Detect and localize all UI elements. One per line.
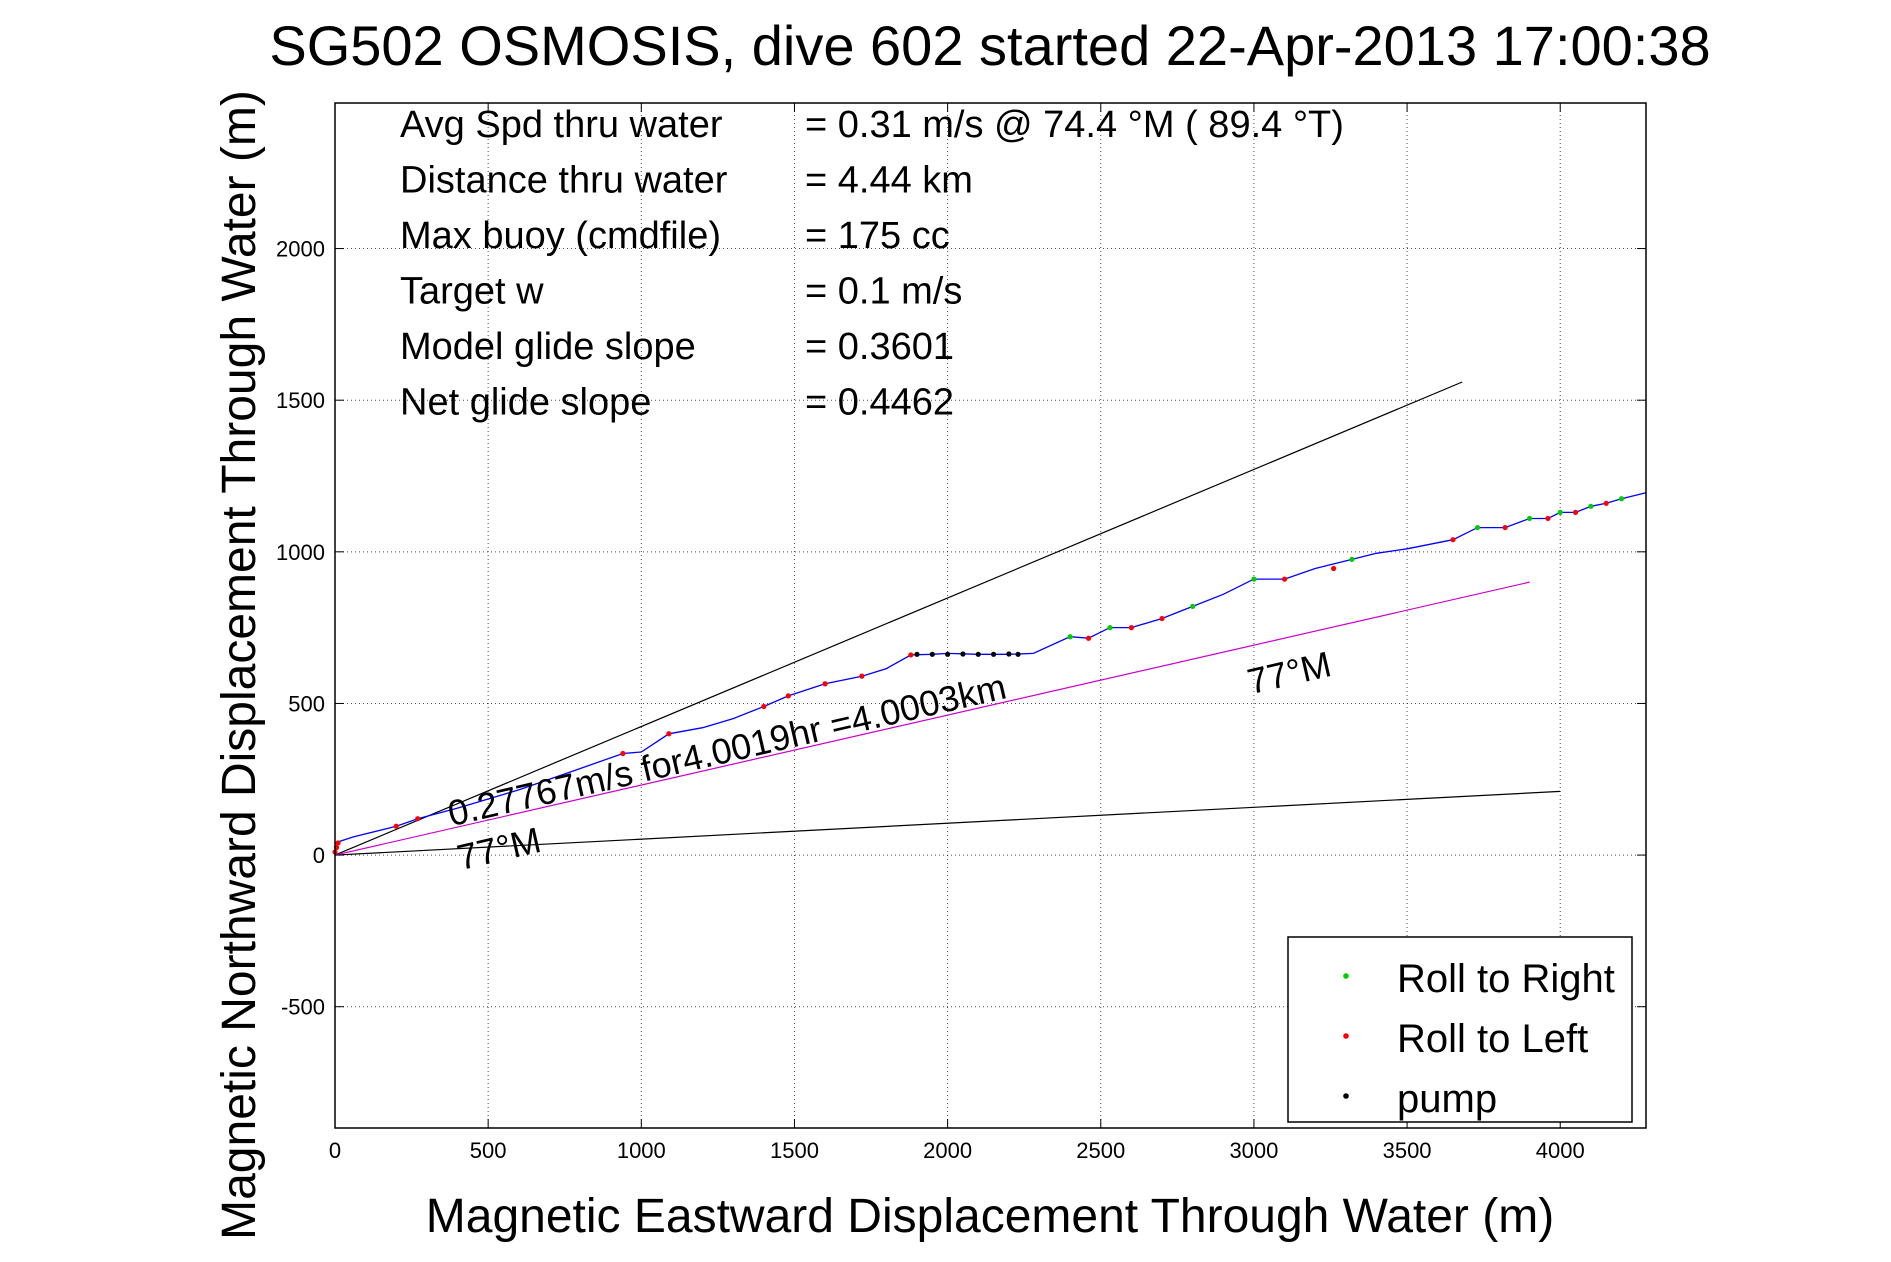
roll-to-right-point (1349, 556, 1355, 562)
legend-label: Roll to Right (1397, 957, 1615, 1001)
x-tick-label: 2500 (1076, 1138, 1125, 1163)
x-tick-label: 4000 (1536, 1138, 1585, 1163)
legend: Roll to Right Roll to Left pump (1287, 936, 1633, 1123)
chart-title: SG502 OSMOSIS, dive 602 started 22-Apr-2… (269, 14, 1710, 77)
roll-to-left-point (335, 840, 341, 846)
roll-to-left-point (1330, 565, 1337, 572)
legend-marker (1343, 973, 1349, 979)
y-tick-label: 1500 (276, 388, 325, 413)
roll-to-right-point (1618, 496, 1625, 502)
stat-label: Net glide slope (400, 382, 651, 424)
stat-value: = 0.1 m/s (805, 271, 962, 313)
roll-to-left-point (415, 816, 421, 822)
legend-label: pump (1397, 1077, 1497, 1121)
legend-box (1287, 936, 1633, 1123)
roll-to-left-point (761, 703, 767, 710)
roll-to-left-point (1128, 625, 1135, 631)
stat-value: = 175 cc (805, 215, 950, 257)
x-tick-label: 500 (470, 1138, 507, 1163)
y-tick-label: 2000 (276, 237, 325, 262)
roll-to-left-point (1572, 509, 1579, 515)
pump-point (929, 651, 935, 657)
roll-to-right-point (1527, 515, 1533, 522)
roll-to-left-point (1159, 615, 1165, 622)
roll-to-left-point (908, 652, 914, 658)
roll-to-left-point (1281, 576, 1288, 582)
pump-point (975, 651, 981, 657)
roll-to-right-point (1251, 576, 1257, 582)
series-layer (332, 496, 1625, 855)
guide-line (334, 790, 1561, 856)
pump-point (960, 651, 966, 657)
x-tick-label: 3000 (1229, 1138, 1278, 1163)
pump-point (1006, 651, 1012, 657)
pump-point (914, 651, 920, 657)
roll-to-left-point (620, 750, 626, 757)
stat-label: Target w (400, 271, 544, 313)
plot-frame (334, 102, 1647, 1129)
y-tick-label: -500 (281, 995, 325, 1020)
roll-to-left-point (822, 681, 828, 687)
roll-to-left-point (1085, 635, 1092, 641)
roll-to-right-point (1107, 625, 1113, 631)
stat-label: Avg Spd thru water (400, 104, 723, 146)
legend-marker (1343, 1033, 1349, 1039)
stat-label: Model glide slope (400, 326, 696, 368)
roll-to-right-point (1474, 524, 1481, 531)
x-tick-label: 1500 (770, 1138, 819, 1163)
roll-to-right-point (1067, 634, 1073, 640)
x-tick-label: 0 (329, 1138, 341, 1163)
pump-point (945, 651, 951, 657)
roll-to-right-point (1588, 503, 1594, 509)
pump-point (1015, 651, 1021, 657)
x-tick-label: 1000 (617, 1138, 666, 1163)
y-axis-label: Magnetic Northward Displacement Through … (213, 90, 266, 1240)
roll-to-left-point (859, 673, 865, 679)
stat-value: = 0.31 m/s @ 74.4 °M ( 89.4 °T) (805, 104, 1344, 146)
y-tick-label: 0 (313, 843, 325, 868)
roll-to-left-point (666, 731, 672, 737)
y-tick-label: 1000 (276, 540, 325, 565)
stat-value: = 0.3601 (805, 326, 954, 368)
roll-to-left-point (1545, 515, 1551, 522)
stat-label: Distance thru water (400, 160, 728, 202)
legend-marker (1343, 1093, 1349, 1099)
ticks: 0 500 1000 1500 2000 2500 3000 3500 4000 -500 0 500… (276, 103, 1646, 1163)
stat-value: = 0.4462 (805, 382, 954, 424)
guide-line (334, 581, 1530, 856)
pump-point (990, 651, 997, 657)
x-axis-label: Magnetic Eastward Displacement Through W… (426, 1190, 1554, 1243)
guide-lines (334, 381, 1561, 856)
roll-to-right-point (1557, 509, 1563, 515)
roll-to-left-point (393, 823, 399, 829)
stat-value: = 4.44 km (805, 160, 973, 202)
x-tick-label: 3500 (1383, 1138, 1432, 1163)
roll-to-left-point (1603, 500, 1609, 506)
roll-to-left-point (1502, 524, 1508, 531)
roll-to-left-point (785, 693, 791, 699)
roll-to-left-point (1450, 537, 1456, 543)
roll-to-right-point (1190, 603, 1196, 610)
legend-label: Roll to Left (1397, 1017, 1588, 1061)
y-tick-label: 500 (288, 691, 325, 716)
stat-label: Max buoy (cmdfile) (400, 215, 721, 257)
guide-line (334, 381, 1463, 856)
stats-block: Avg Spd thru water = 0.31 m/s @ 74.4 °M (… (400, 104, 1344, 424)
x-tick-label: 2000 (923, 1138, 972, 1163)
